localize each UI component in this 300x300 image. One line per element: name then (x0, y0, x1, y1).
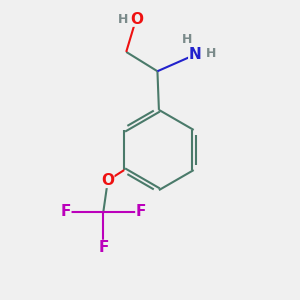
Text: N: N (188, 47, 201, 62)
Text: H: H (206, 47, 216, 60)
Text: O: O (101, 173, 114, 188)
Text: O: O (130, 12, 143, 27)
Text: F: F (135, 204, 146, 219)
Text: H: H (182, 33, 192, 46)
Text: F: F (98, 240, 109, 255)
Text: F: F (61, 204, 71, 219)
Text: H: H (118, 13, 128, 26)
